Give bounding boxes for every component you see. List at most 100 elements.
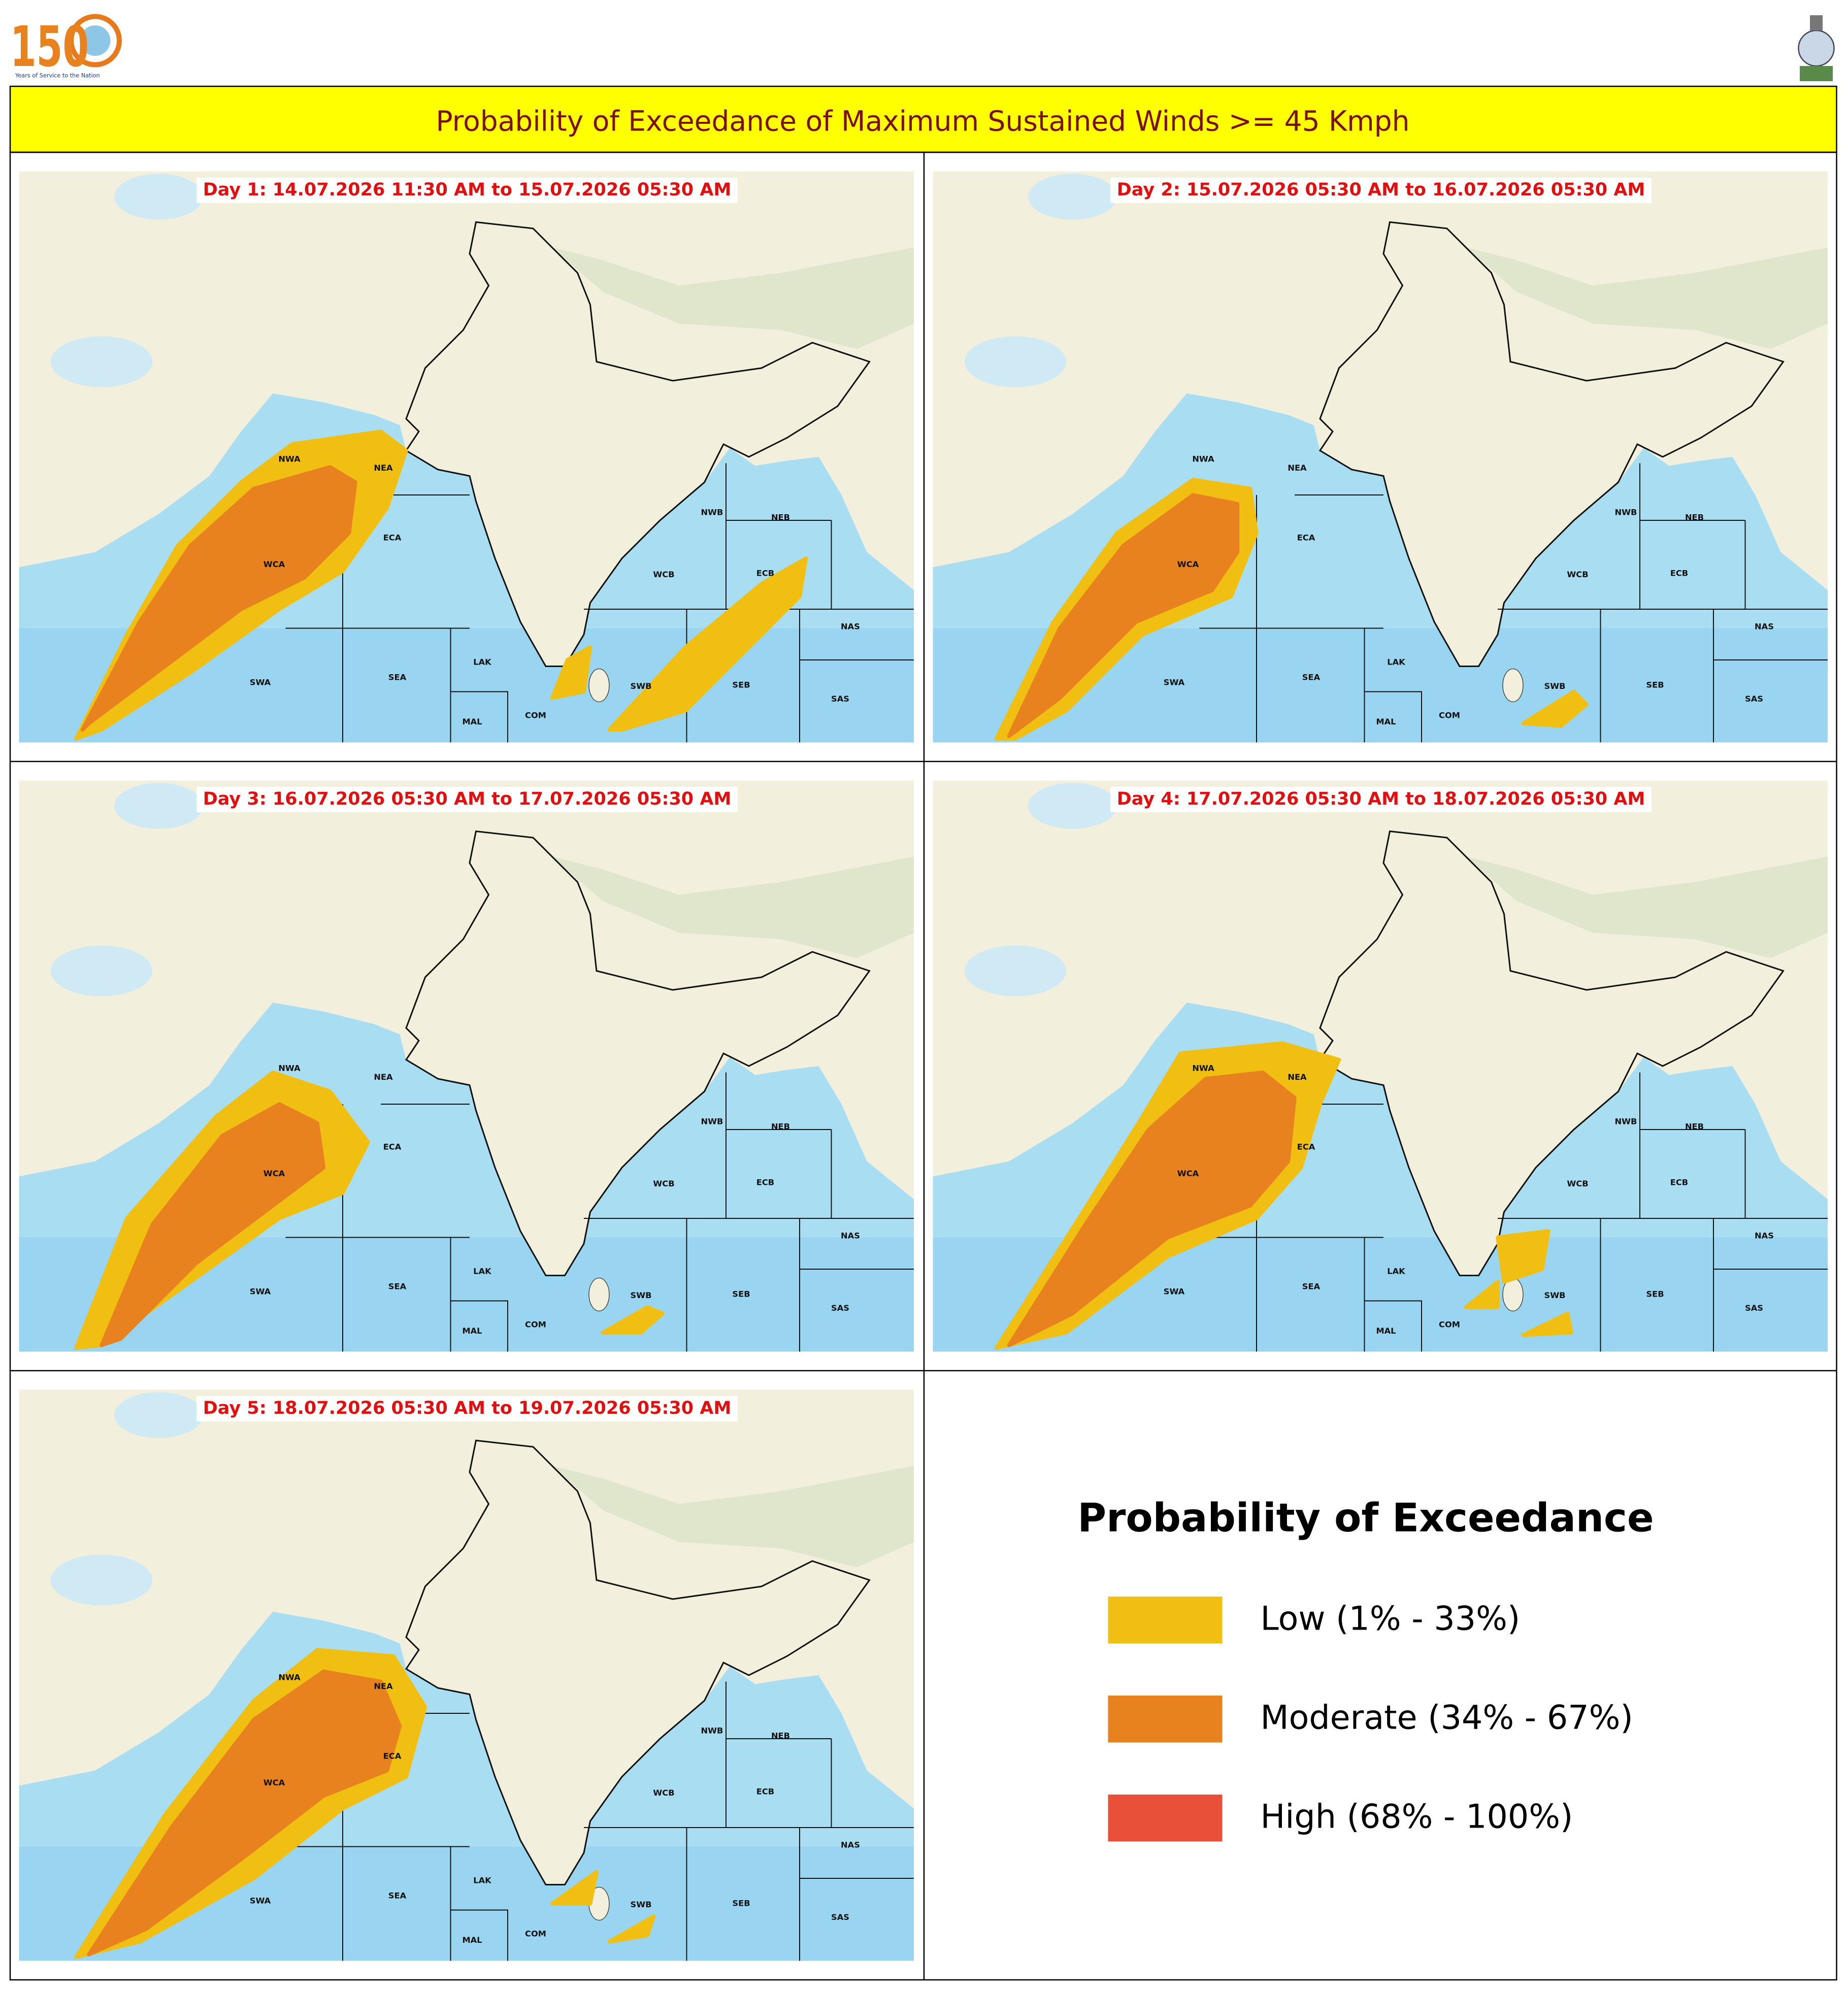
region-label: LAK (1387, 1267, 1406, 1276)
region-label: NEA (1288, 1072, 1307, 1082)
region-label: NWA (278, 1064, 301, 1073)
probability-area (1464, 1280, 1500, 1309)
region-label: ECA (1297, 1142, 1315, 1152)
legend-title: Probability of Exceedance (1077, 1495, 1654, 1541)
probability-area (1521, 689, 1589, 728)
emblem-disc (1798, 29, 1835, 67)
region-label: SAS (831, 1303, 849, 1313)
region-label: NWB (701, 1117, 723, 1126)
region-label: LAK (473, 1876, 492, 1885)
day-label: Day 1: 14.07.2026 11:30 AM to 15.07.2026… (203, 180, 732, 200)
region-label: SWA (1164, 1287, 1185, 1297)
sea-boundary (1364, 691, 1422, 743)
region-label: SAS (831, 1912, 849, 1922)
lake (1028, 174, 1117, 220)
sri-lanka (1502, 668, 1524, 703)
region-label: NEB (1685, 513, 1704, 522)
map: NWA NEA WCA ECA SWA SEA LAK MAL COM SWB SEB NWB NEB E… (19, 780, 914, 1352)
lake (1028, 783, 1117, 829)
region-label: MAL (1376, 1326, 1396, 1336)
gulf (965, 945, 1066, 997)
region-label: SEA (388, 1282, 407, 1291)
gulf (965, 336, 1066, 387)
region-label: SAS (831, 694, 849, 704)
lake (114, 1392, 203, 1438)
day-label-bg (1110, 178, 1652, 203)
legend-label: Low (1% - 33%) (1261, 1600, 1521, 1638)
region-label: ECB (756, 1178, 774, 1187)
day-label: Day 4: 17.07.2026 05:30 AM to 18.07.2026… (1117, 789, 1645, 809)
region-label: SAS (1745, 1303, 1763, 1313)
region-label: ECA (383, 533, 402, 543)
region-label: ECA (383, 1751, 402, 1761)
region-label: ECB (756, 1787, 774, 1797)
day-label: Day 3: 16.07.2026 05:30 AM to 17.07.2026… (203, 789, 732, 809)
region-label: NEA (374, 463, 393, 473)
region-label: WCB (653, 570, 674, 579)
india-outline (1318, 830, 1785, 1276)
probability-area (1007, 493, 1240, 738)
sea-boundary (450, 1909, 508, 1961)
panels: NWA NEA WCA ECA SWA SEA LAK MAL COM SWB SEB NWB NEB E… (19, 171, 1828, 1961)
sea-boundary (450, 1300, 508, 1352)
region-label: SEB (732, 1899, 750, 1908)
region-label: NWB (701, 508, 723, 517)
region-label: SEB (1646, 1289, 1664, 1299)
region-label: SWA (1164, 678, 1185, 687)
probability-area (100, 1102, 326, 1347)
legend-swatch (1108, 1696, 1223, 1743)
region-label: WCA (1177, 1169, 1199, 1178)
emblem-top (1810, 15, 1823, 30)
sea-boundary (450, 691, 508, 743)
map: NWA NEA WCA ECA SWA SEA LAK MAL COM SWB SEB NWB NEB E… (933, 780, 1828, 1352)
india-outline (405, 830, 871, 1276)
probability-area (1007, 1070, 1297, 1347)
region-label: COM (1439, 711, 1460, 720)
region-label: NAS (841, 1840, 860, 1850)
himalaya (552, 856, 914, 958)
himalaya (1466, 247, 1828, 349)
region-label: WCA (263, 559, 285, 569)
region-label: MAL (1376, 717, 1396, 726)
probability-area (80, 465, 357, 732)
lake (114, 783, 203, 829)
region-label: MAL (462, 717, 482, 726)
gulf (51, 336, 152, 387)
region-label: WCA (263, 1778, 285, 1787)
himalaya (552, 1466, 914, 1568)
probability-area (1496, 1229, 1550, 1284)
region-label: WCB (653, 1179, 674, 1188)
legend-label: High (68% - 100%) (1261, 1798, 1573, 1836)
day-label: Day 5: 18.07.2026 05:30 AM to 19.07.2026… (203, 1398, 732, 1418)
region-label: SWA (250, 1287, 271, 1297)
region-label: SAS (1745, 694, 1763, 704)
region-label: NWB (1615, 1117, 1637, 1126)
region-label: SWB (630, 1290, 651, 1300)
region-label: SEB (732, 1289, 750, 1299)
region-label: LAK (1387, 657, 1406, 667)
region-label: MAL (462, 1935, 482, 1945)
region-label: LAK (473, 1267, 492, 1276)
probability-area (607, 556, 808, 732)
region-label: ECB (1670, 1178, 1688, 1187)
region-label: ECA (1297, 533, 1315, 543)
sri-lanka (588, 668, 610, 703)
region-label: SWB (1544, 1290, 1565, 1300)
india-outline (405, 1439, 871, 1885)
legend-swatch (1108, 1795, 1223, 1842)
day-label-bg (196, 1396, 738, 1421)
region-label: SWA (250, 678, 271, 687)
sri-lanka (588, 1277, 610, 1312)
emblem (1798, 15, 1835, 81)
map-panel: NWA NEA WCA ECA SWA SEA LAK MAL COM SWB SEB NWB NEB E… (19, 1389, 914, 1961)
region-label: SWB (630, 1900, 651, 1909)
region-label: NWA (278, 1673, 301, 1682)
probability-area (601, 1305, 665, 1335)
logo-text: 150 (10, 14, 89, 79)
region-label: COM (525, 1929, 546, 1939)
day-label-bg (196, 787, 738, 812)
gulf (51, 1554, 152, 1606)
probability-area (550, 1870, 599, 1906)
logo-globe (80, 25, 111, 56)
